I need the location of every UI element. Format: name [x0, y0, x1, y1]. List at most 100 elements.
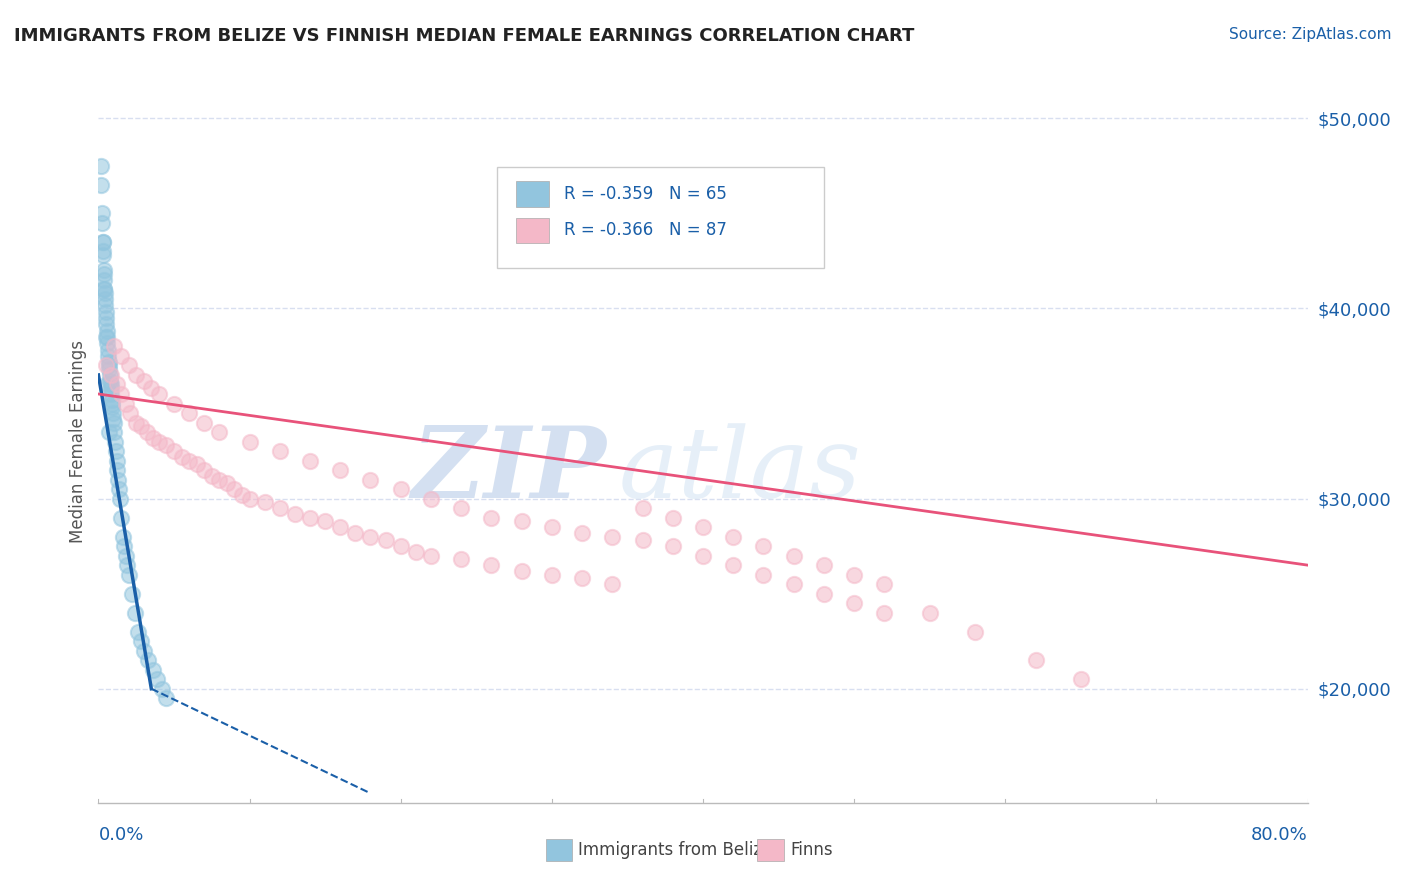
Point [360, 473, 382, 487]
Point [155, 691, 177, 706]
Point [1024, 653, 1046, 667]
Point [723, 530, 745, 544]
Point [155, 438, 177, 452]
Text: 80.0%: 80.0% [1251, 826, 1308, 844]
Point [98, 368, 121, 382]
Bar [516, 218, 550, 243]
Point [98, 359, 121, 373]
Point [93, 282, 115, 296]
Bar [758, 838, 785, 861]
Point [97, 343, 120, 358]
Point [90, 159, 112, 173]
Point [571, 571, 593, 585]
Point [94, 305, 117, 319]
Point [602, 530, 624, 544]
Point [420, 549, 443, 563]
Point [344, 525, 367, 540]
Point [111, 530, 134, 544]
Point [844, 567, 866, 582]
Point [132, 374, 155, 388]
Point [136, 653, 159, 667]
Point [873, 577, 896, 591]
Point [224, 482, 246, 496]
Point [110, 387, 132, 401]
Point [231, 488, 253, 502]
Point [114, 549, 136, 563]
Point [107, 473, 129, 487]
Point [631, 501, 654, 516]
Point [103, 416, 125, 430]
Text: ZIP: ZIP [412, 422, 606, 518]
Point [93, 267, 115, 281]
Text: R = -0.359   N = 65: R = -0.359 N = 65 [564, 185, 727, 202]
Point [329, 463, 352, 477]
Point [813, 587, 835, 601]
Point [215, 476, 238, 491]
Point [103, 339, 125, 353]
Point [121, 587, 143, 601]
Point [129, 634, 152, 648]
Bar [546, 838, 572, 861]
Point [105, 377, 128, 392]
Point [90, 206, 112, 220]
Point [135, 425, 157, 439]
Point [100, 387, 122, 401]
Point [510, 564, 533, 578]
Point [110, 510, 132, 524]
Point [284, 507, 307, 521]
Point [90, 178, 112, 192]
Point [239, 434, 262, 449]
Point [170, 450, 193, 464]
Point [115, 558, 138, 573]
Point [100, 392, 122, 407]
Text: atlas: atlas [619, 423, 860, 518]
Point [179, 406, 201, 420]
Point [108, 482, 131, 496]
Point [571, 525, 593, 540]
Point [873, 606, 896, 620]
Point [389, 539, 412, 553]
Text: Finns: Finns [790, 841, 832, 859]
Point [96, 377, 118, 392]
Point [965, 624, 987, 639]
Point [94, 292, 117, 306]
Point [314, 515, 336, 529]
Point [540, 567, 562, 582]
Point [374, 533, 396, 548]
Point [91, 216, 114, 230]
Point [97, 354, 120, 368]
Point [146, 672, 169, 686]
Point [208, 473, 231, 487]
Point [96, 317, 118, 331]
Point [98, 374, 121, 388]
Point [94, 310, 117, 325]
Point [103, 411, 125, 425]
Point [783, 577, 806, 591]
Point [193, 416, 215, 430]
Point [510, 515, 533, 529]
Point [150, 681, 173, 696]
Point [125, 368, 148, 382]
Point [141, 381, 163, 395]
Point [108, 491, 131, 506]
Point [105, 453, 128, 467]
Point [844, 596, 866, 610]
Point [148, 434, 170, 449]
Point [253, 495, 276, 509]
Point [100, 368, 122, 382]
Point [389, 482, 412, 496]
Point [450, 552, 472, 566]
Point [104, 444, 127, 458]
Point [98, 362, 121, 376]
Bar [516, 181, 550, 207]
Point [1070, 672, 1092, 686]
Point [186, 458, 208, 472]
Point [91, 248, 114, 262]
Point [752, 567, 775, 582]
Text: Source: ZipAtlas.com: Source: ZipAtlas.com [1229, 27, 1392, 42]
Point [127, 624, 149, 639]
Point [661, 539, 683, 553]
Point [101, 396, 124, 410]
Point [481, 510, 503, 524]
Point [299, 453, 322, 467]
